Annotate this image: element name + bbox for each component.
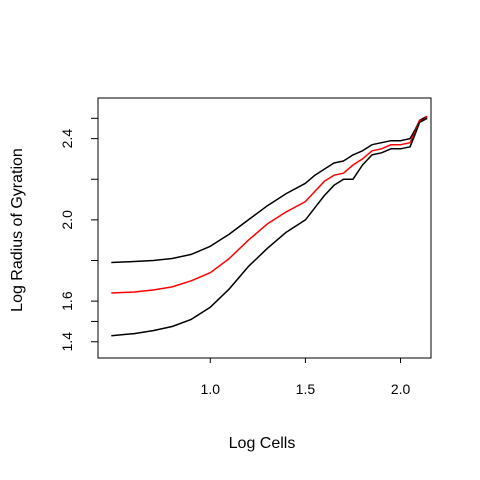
plot-frame [97,97,432,359]
y-tick-label: 2.0 [59,210,75,230]
x-tick-label: 1.5 [296,381,316,397]
y-tick-label: 2.4 [59,129,75,149]
series-line-3 [111,117,428,337]
y-tick-label: 1.6 [59,291,75,311]
x-axis-label: Log Cells [229,435,296,452]
y-tick-label: 1.4 [59,332,75,352]
series-line-1 [111,115,428,264]
ticks: 1.0 1.5 2.0 1.4 1.6 2.0 2.4 [59,117,411,397]
x-tick-label: 2.0 [391,381,411,397]
series-group [111,115,428,337]
series-line-2 [111,115,428,294]
x-tick-label: 1.0 [201,381,221,397]
y-axis-label: Log Radius of Gyration [9,148,26,312]
